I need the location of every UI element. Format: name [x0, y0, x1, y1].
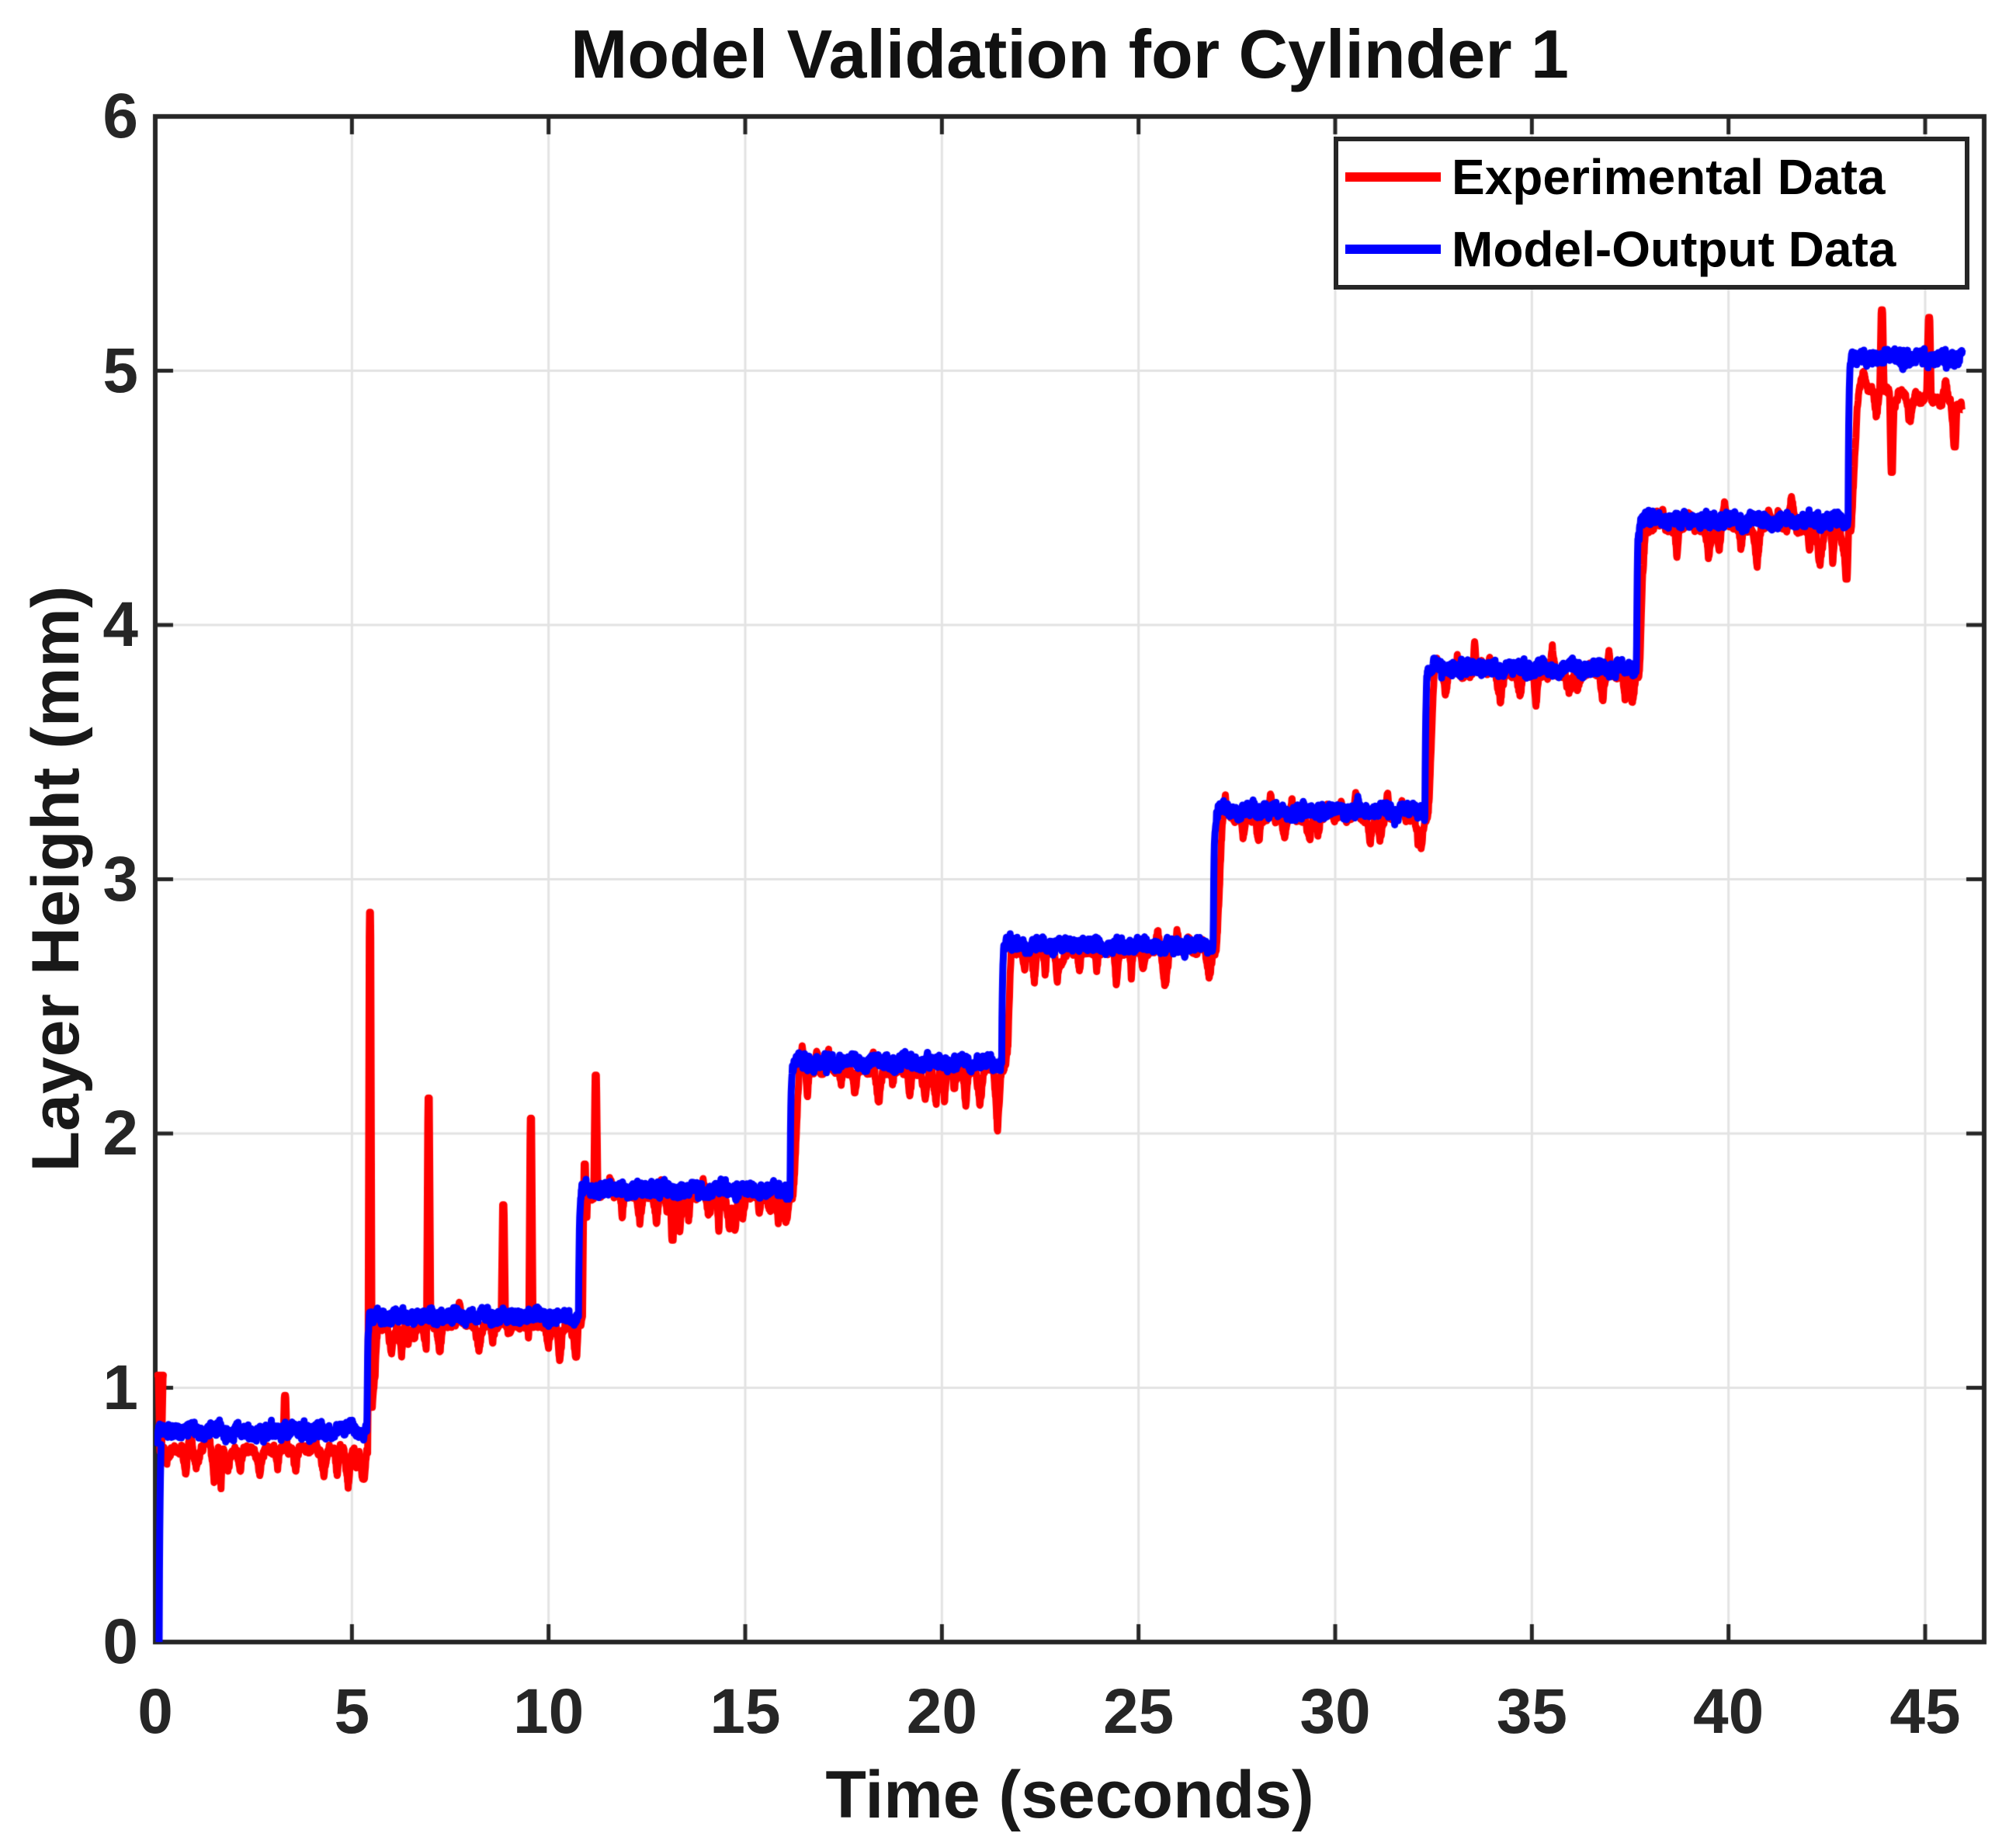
legend-swatch-experimental-line: [1345, 172, 1441, 182]
legend-item-experimental: Experimental Data: [1338, 141, 1965, 214]
x-axis-label: Time (seconds): [825, 1758, 1314, 1832]
y-tick-label: 4: [102, 589, 138, 660]
y-tick-label: 0: [102, 1606, 138, 1677]
legend-swatch-model-output-line: [1345, 244, 1441, 254]
x-tick-label: 35: [1496, 1676, 1567, 1747]
y-tick-label: 6: [102, 81, 138, 151]
x-tick-label: 20: [906, 1676, 977, 1747]
x-tick-label: 10: [513, 1676, 585, 1747]
legend-label-model-output: Model-Output Data: [1452, 220, 1896, 277]
legend-label-experimental: Experimental Data: [1452, 149, 1886, 206]
legend: Experimental Data Model-Output Data: [1334, 137, 1969, 290]
y-tick-label: 2: [102, 1098, 138, 1168]
y-tick-label: 1: [102, 1352, 138, 1423]
x-tick-label: 5: [334, 1676, 370, 1747]
y-tick-label: 3: [102, 843, 138, 915]
legend-item-model-output: Model-Output Data: [1338, 214, 1965, 286]
y-tick-label: 5: [102, 335, 138, 406]
x-tick-label: 25: [1103, 1676, 1175, 1747]
x-tick-label: 30: [1299, 1676, 1371, 1747]
x-tick-label: 15: [710, 1676, 781, 1747]
x-tick-label: 40: [1693, 1676, 1764, 1747]
x-tick-label: 0: [137, 1676, 173, 1747]
x-tick-label: 45: [1889, 1676, 1961, 1747]
chart-title: Model Validation for Cylinder 1: [571, 16, 1569, 92]
